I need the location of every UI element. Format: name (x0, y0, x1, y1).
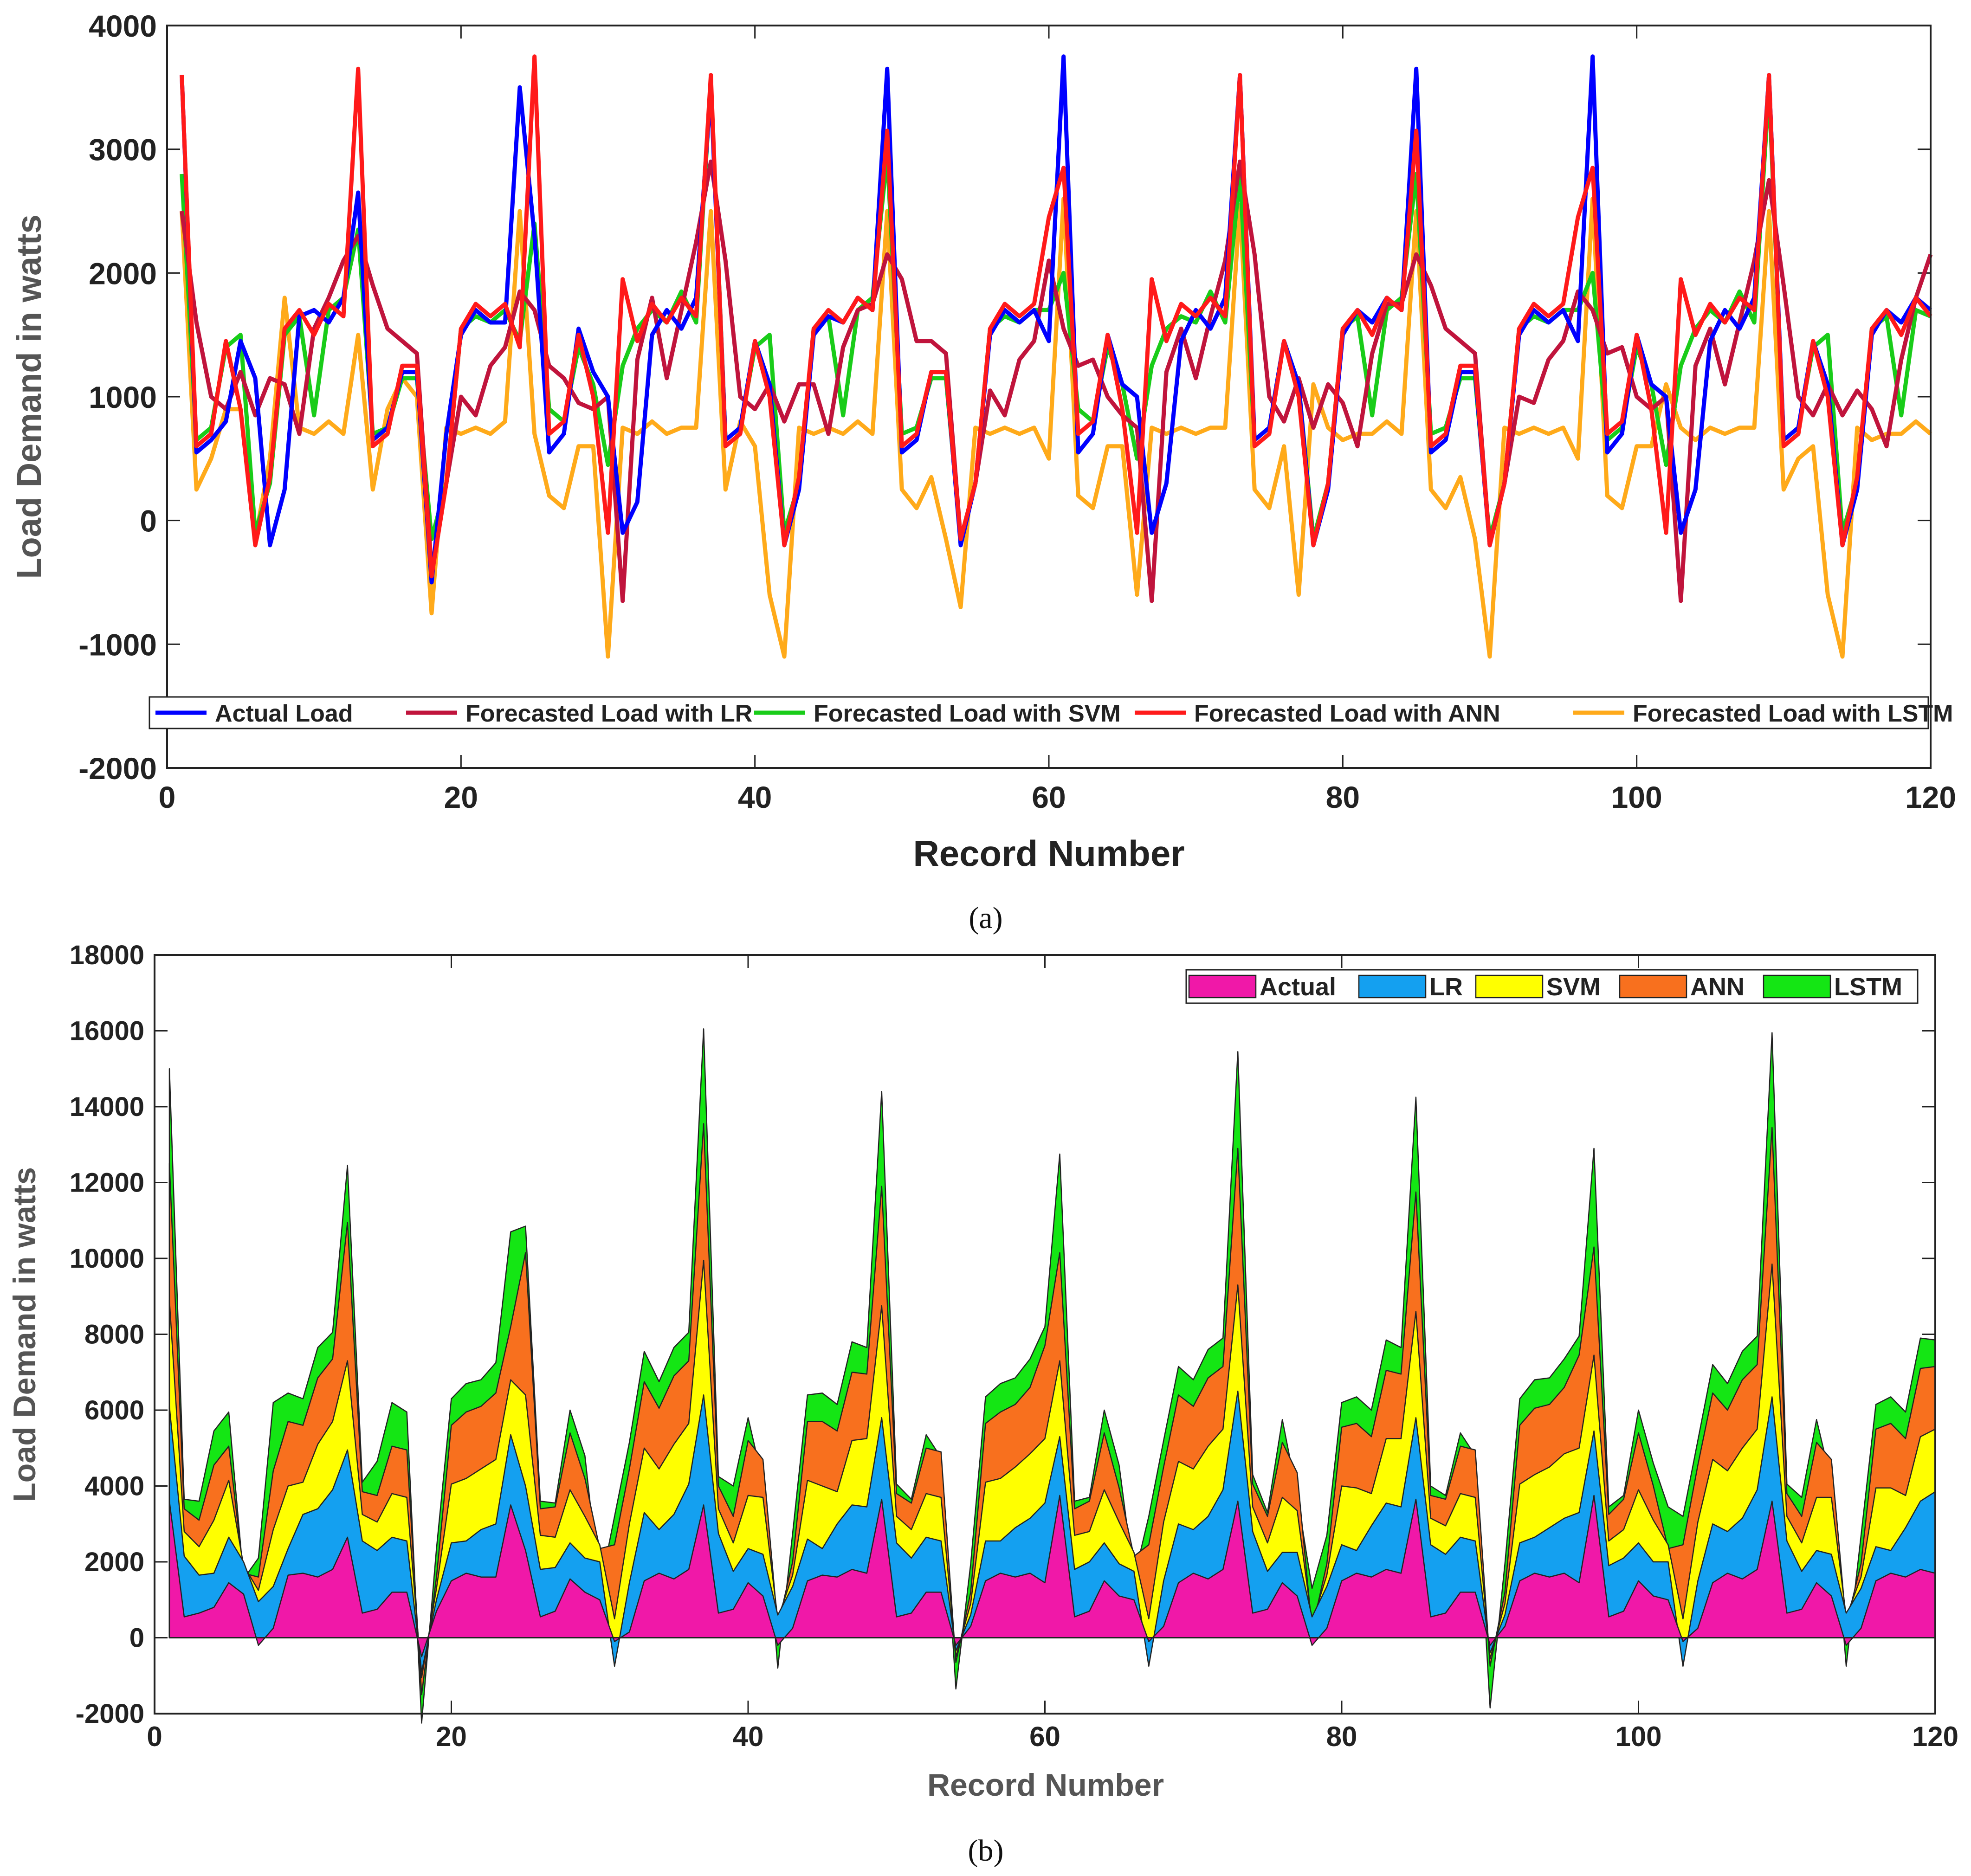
panel-a-legend-label: Forecasted Load with LSTM (1633, 700, 1953, 727)
panel-b-legend-label: SVM (1546, 973, 1601, 1001)
panel-a-xtick-label: 40 (738, 780, 772, 814)
panel-b-xtick-label: 120 (1912, 1721, 1958, 1752)
panel-a-ticks: 0 20 40 60 80 100 120 -2000 -1000 0 1000 2000 3000 40… (78, 9, 1956, 814)
panel-a-line-chart: 0 20 40 60 80 100 120 -2000 -1000 0 1000 2000 3000 40… (10, 9, 1956, 935)
panel-b-caption: (b) (968, 1834, 1004, 1868)
panel-a-ytick-label: -2000 (78, 751, 157, 786)
panel-b-ytick-label: 6000 (84, 1395, 144, 1425)
panel-b-plot-frame (154, 954, 1936, 1715)
panel-b-xtick-label: 100 (1615, 1721, 1661, 1752)
panel-a-ytick-label: 3000 (89, 133, 157, 167)
panel-a-xtick-label: 80 (1326, 780, 1360, 814)
panel-a-legend-label: Forecasted Load with SVM (814, 700, 1121, 727)
panel-b-xtick-label: 0 (147, 1721, 162, 1752)
panel-a-ytick-label: 1000 (89, 380, 157, 414)
panel-b-legend-label: LSTM (1834, 973, 1902, 1001)
panel-b-legend-swatch (1358, 974, 1427, 999)
panel-b-legend-label: Actual (1260, 973, 1336, 1001)
panel-a-ylabel: Load Demand in watts (10, 214, 48, 579)
panel-a-ytick-label: 4000 (89, 9, 157, 43)
panel-a-xlabel: Record Number (913, 833, 1184, 874)
panel-b-area-actual (168, 1495, 1936, 1657)
panel-a-ytick-label: 0 (140, 504, 157, 538)
panel-a-series-line-forecasted-load-with-lr (180, 159, 1933, 603)
panel-a-xtick-label: 20 (444, 780, 478, 814)
panel-b-stacked-area-chart: 0 20 40 60 80 100 120-200002000400060008000100… (7, 940, 1958, 1868)
panel-b-legend-label: LR (1429, 973, 1463, 1001)
panel-a-xtick-label: 100 (1611, 780, 1662, 814)
panel-a-xtick-label: 0 (159, 780, 176, 814)
panel-a-series-line-forecasted-load-with-ann (180, 54, 1932, 579)
panel-b-xtick-label: 80 (1326, 1721, 1357, 1752)
panel-b-series (168, 1028, 1936, 1724)
panel-a-legend-label: Forecasted Load with LR (465, 700, 752, 727)
panel-b-ytick-label: 10000 (70, 1244, 144, 1274)
panel-b-xtick-label: 20 (436, 1721, 467, 1752)
panel-a-xtick-label: 120 (1905, 780, 1956, 814)
panel-a-series (180, 54, 1933, 659)
panel-b-legend-swatch (1619, 974, 1687, 999)
panel-a-plot-frame (166, 25, 1932, 769)
panel-b-ytick-label: 2000 (84, 1547, 144, 1577)
panel-a-caption: (a) (969, 901, 1002, 935)
panel-b-xtick-label: 40 (733, 1721, 764, 1752)
panel-b-ylabel: Load Demand in watts (7, 1167, 42, 1502)
panel-b-area-lr (168, 1390, 1936, 1673)
panel-a-series-line-forecasted-load-with-lstm (180, 196, 1932, 659)
panel-b-ytick-label: 18000 (70, 940, 144, 970)
panel-b-ytick-label: 0 (129, 1623, 144, 1653)
panel-a-ytick-label: 2000 (89, 256, 157, 290)
panel-a-xtick-label: 60 (1032, 780, 1066, 814)
panel-b-ytick-label: 4000 (84, 1471, 144, 1502)
panel-b-ytick-label: -2000 (76, 1699, 144, 1729)
panel-a-legend-label: Forecasted Load with ANN (1194, 700, 1500, 727)
panel-b-legend-swatch (1188, 974, 1257, 999)
panel-a-ytick-label: -1000 (78, 627, 157, 662)
panel-b-ytick-label: 16000 (70, 1016, 144, 1046)
panel-b-ytick-label: 14000 (70, 1092, 144, 1122)
panel-b-ytick-label: 8000 (84, 1320, 144, 1350)
panel-b-legend: Actual LR SVM ANN LSTM (1185, 969, 1919, 1004)
panel-a-legend: Actual Load Forecasted Load with LR Foreca… (149, 696, 1953, 729)
panel-b-legend-swatch (1763, 974, 1831, 999)
panel-b-legend-swatch (1475, 974, 1544, 999)
panel-b-xlabel: Record Number (927, 1767, 1164, 1803)
panel-a-legend-label: Actual Load (215, 700, 353, 727)
panel-b-xtick-label: 60 (1029, 1721, 1060, 1752)
panel-b-ytick-label: 12000 (70, 1168, 144, 1198)
panel-b-legend-label: ANN (1690, 973, 1745, 1001)
